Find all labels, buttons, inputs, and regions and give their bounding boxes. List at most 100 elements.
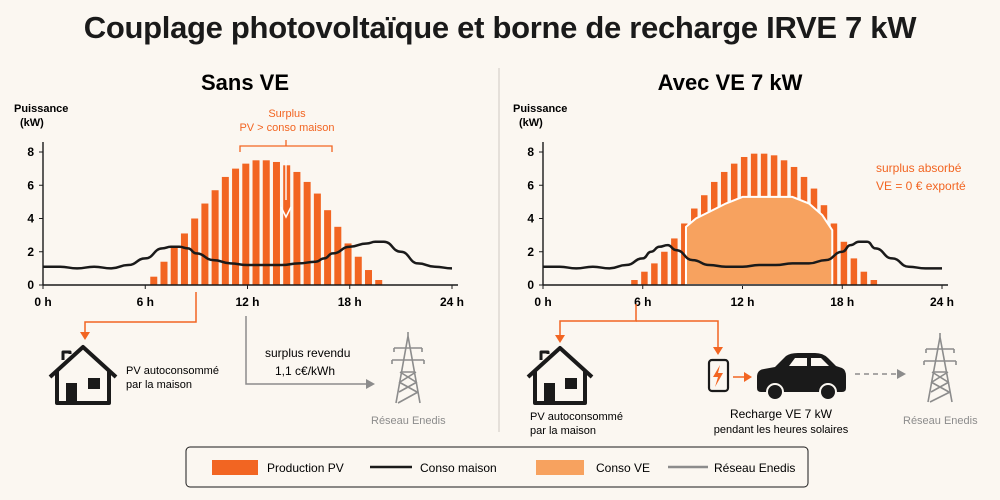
left-house-label-line1: PV autoconsommé — [126, 365, 219, 377]
sans-ve-bar-production-pv — [293, 171, 301, 285]
sans-ve-bar-production-pv — [283, 165, 291, 285]
avec-ve-y-tick-label: 0 — [527, 278, 534, 292]
ev-charging-label: Recharge VE 7 kW — [730, 407, 833, 421]
avec-ve-x-tick-label: 0 h — [534, 295, 551, 309]
left-flow-grid-line — [245, 316, 366, 385]
right-panel-title: Avec VE 7 kW — [658, 70, 803, 95]
avec-ve-bar-production-pv — [870, 280, 878, 285]
avec-ve-y-tick-label: 4 — [527, 212, 534, 226]
sans-ve-x-tick-label: 6 h — [137, 295, 154, 309]
legend-swatch-production-pv — [212, 460, 258, 475]
right-flow-house-arrowhead — [555, 335, 565, 343]
ev-charger-icon — [707, 358, 730, 393]
left-flow-house-arrowhead — [80, 332, 90, 340]
sans-ve-bar-production-pv — [221, 176, 229, 285]
left-y-axis-unit: (kW) — [20, 117, 44, 129]
legend: Production PV Conso maison Conso VE Rése… — [185, 446, 809, 488]
sans-ve-y-tick-label: 0 — [27, 278, 34, 292]
avec-ve-y-tick-label: 8 — [527, 145, 534, 159]
left-flow-house-line — [84, 292, 197, 333]
right-y-axis-label: Puissance — [513, 103, 567, 115]
chart-sans-ve: 0 2 4 6 8 0 h 6 h 12 h 18 h 24 h — [27, 142, 464, 309]
right-grid-label: Réseau Enedis — [903, 415, 978, 427]
sans-ve-bar-production-pv — [324, 210, 332, 285]
avec-ve-y-tick-label: 2 — [527, 245, 534, 259]
absorbed-annotation-subtitle: VE = 0 € exporté — [876, 179, 966, 193]
right-house-label-line1: PV autoconsommé — [530, 411, 623, 423]
sans-ve-bar-production-pv — [375, 280, 383, 285]
sans-ve-bar-production-pv — [262, 160, 270, 285]
sans-ve-y-tick-label: 4 — [27, 212, 34, 226]
right-panel: Avec VE 7 kW Puissance (kW) 0 2 4 6 8 0 h 6 h 1… — [513, 70, 978, 437]
sans-ve-bar-production-pv — [313, 193, 321, 285]
legend-box — [185, 446, 809, 488]
surplus-annotation-subtitle: PV > conso maison — [239, 122, 334, 134]
sans-ve-x-tick-label: 12 h — [235, 295, 259, 309]
surplus-pointer-arrow — [280, 206, 292, 219]
right-y-axis-unit: (kW) — [519, 117, 543, 129]
sans-ve-x-tick-label: 18 h — [338, 295, 362, 309]
sans-ve-bar-production-pv — [303, 181, 311, 285]
sans-ve-x-tick-label: 24 h — [440, 295, 464, 309]
legend-label-conso-ve: Conso VE — [596, 461, 650, 475]
car-to-grid-arrowhead — [897, 369, 906, 379]
absorbed-annotation-title: surplus absorbé — [876, 161, 962, 175]
chart-avec-ve: 0 2 4 6 8 0 h 6 h 12 h 18 h 24 h — [527, 142, 954, 309]
power-pylon-icon — [391, 332, 425, 404]
sans-ve-bar-production-pv — [150, 276, 158, 285]
charger-to-car-arrowhead — [744, 372, 752, 382]
avec-ve-line-conso-maison — [543, 240, 942, 270]
left-grid-label: Réseau Enedis — [371, 415, 446, 427]
legend-label-conso-maison: Conso maison — [420, 461, 497, 475]
avec-ve-y-tick-label: 6 — [527, 178, 534, 192]
sans-ve-bar-production-pv — [334, 226, 342, 285]
sans-ve-y-tick-label: 8 — [27, 145, 34, 159]
sans-ve-bar-production-pv — [160, 261, 168, 285]
avec-ve-x-tick-label: 18 h — [830, 295, 854, 309]
legend-label-production-pv: Production PV — [267, 461, 344, 475]
sans-ve-bar-production-pv — [252, 160, 260, 285]
avec-ve-bar-production-pv — [631, 280, 638, 285]
sans-ve-bar-production-pv — [344, 243, 352, 285]
surplus-sold-label: surplus revendu — [265, 346, 350, 360]
right-flow-house-line — [559, 304, 637, 336]
avec-ve-x-tick-label: 12 h — [730, 295, 754, 309]
avec-ve-bar-production-pv — [860, 271, 868, 285]
right-flow-charger-line — [636, 320, 719, 348]
sans-ve-bar-production-pv — [364, 270, 372, 285]
sans-ve-bar-production-pv — [170, 246, 178, 285]
left-flow-grid-arrowhead — [366, 379, 375, 389]
sans-ve-bar-production-pv — [180, 233, 188, 285]
page-title: Couplage photovoltaïque et borne de rech… — [83, 10, 917, 45]
right-flow-charger-arrowhead — [713, 347, 723, 355]
legend-label-reseau-enedis: Réseau Enedis — [714, 461, 795, 475]
sans-ve-y-tick-label: 6 — [27, 178, 34, 192]
sans-ve-y-tick-label: 2 — [27, 245, 34, 259]
sans-ve-bar-production-pv — [211, 190, 219, 285]
sans-ve-bar-production-pv — [242, 163, 250, 285]
right-house-label-line2: par la maison — [530, 425, 596, 437]
left-panel-title: Sans VE — [201, 70, 289, 95]
house-icon — [48, 345, 118, 405]
surplus-sold-price: 1,1 c€/kWh — [275, 364, 335, 378]
house-icon — [526, 346, 594, 405]
legend-swatch-conso-ve — [536, 460, 584, 475]
sans-ve-bar-production-pv — [272, 161, 280, 285]
avec-ve-area-conso-ve — [684, 195, 834, 286]
avec-ve-bar-production-pv — [661, 251, 668, 285]
surplus-bracket — [239, 140, 333, 152]
sans-ve-line-conso-maison — [43, 240, 453, 270]
avec-ve-x-tick-label: 24 h — [930, 295, 954, 309]
avec-ve-bar-production-pv — [671, 238, 678, 285]
avec-ve-x-tick-label: 6 h — [634, 295, 651, 309]
avec-ve-bar-production-pv — [840, 241, 848, 285]
ev-charging-sublabel: pendant les heures solaires — [714, 424, 849, 436]
left-house-label-line2: par la maison — [126, 379, 192, 391]
avec-ve-bar-production-pv — [651, 263, 658, 285]
sans-ve-bar-production-pv — [232, 168, 240, 285]
sans-ve-bar-production-pv — [354, 256, 362, 285]
sans-ve-bar-production-pv — [201, 203, 209, 285]
avec-ve-bar-production-pv — [850, 258, 858, 285]
surplus-annotation-title: Surplus — [268, 108, 306, 120]
